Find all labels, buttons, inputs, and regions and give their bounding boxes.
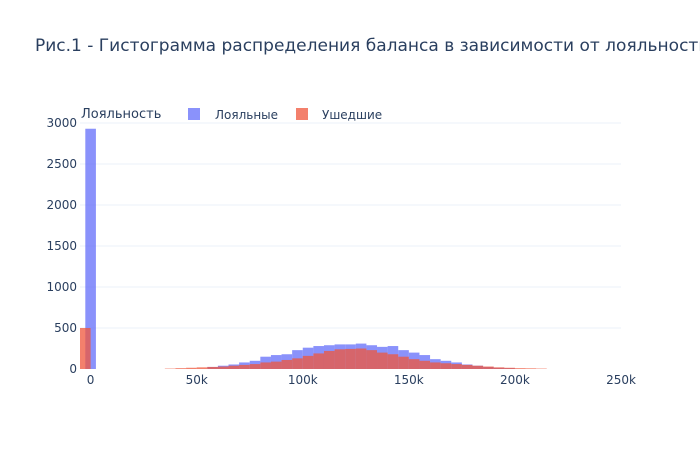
bar-churned (345, 348, 356, 369)
y-tick-label: 0 (69, 362, 77, 376)
legend-item-churned[interactable]: Ушедшие (296, 108, 382, 122)
x-tick-label: 0 (87, 373, 95, 387)
y-tick-label: 500 (54, 321, 77, 335)
bar-churned (366, 350, 378, 369)
bar-churned (398, 356, 409, 369)
bar-churned (313, 353, 324, 369)
y-tick-label: 1000 (46, 280, 77, 294)
bar-churned (239, 364, 250, 369)
bar-churned (281, 359, 293, 369)
bar-churned (408, 359, 420, 369)
bar-churned (249, 364, 261, 369)
bar-churned (525, 368, 537, 369)
bar-churned (217, 366, 229, 369)
legend-title: Лояльность (81, 107, 161, 122)
bar-churned (207, 366, 218, 369)
bar-churned (483, 366, 494, 369)
bar-churned (323, 350, 335, 369)
x-tick-label: 150k (394, 373, 424, 387)
bar-churned (355, 348, 367, 369)
gridlines (80, 122, 621, 329)
bar-churned (80, 328, 91, 369)
bar-churned (186, 367, 197, 369)
bar-churned (270, 361, 282, 369)
y-tick-label: 2500 (46, 157, 77, 171)
legend-label-churned: Ушедшие (322, 108, 382, 122)
legend-item-loyal[interactable]: Лояльные (188, 108, 278, 122)
bar-churned (451, 364, 462, 369)
bar-churned (514, 368, 526, 369)
y-tick-label: 2000 (46, 198, 77, 212)
legend-label-loyal: Лояльные (215, 108, 278, 122)
x-axis-ticks: 0 50k 100k 150k 200k 250k (87, 373, 636, 387)
bar-churned (292, 358, 303, 369)
x-tick-label: 100k (288, 373, 318, 387)
x-tick-label: 50k (186, 373, 208, 387)
bar-churned (387, 354, 399, 369)
y-tick-label: 1500 (46, 239, 77, 253)
legend-swatch-churned (296, 108, 308, 120)
bar-churned (175, 368, 187, 369)
bar-churned (334, 349, 346, 369)
legend: Лояльность Лояльные Ушедшие (81, 107, 382, 122)
bar-churned (430, 362, 441, 369)
bar-churned (260, 362, 271, 369)
bar-churned (196, 367, 208, 369)
legend-swatch-loyal (188, 108, 200, 120)
bar-churned (493, 367, 505, 369)
chart-title: Рис.1 - Гистограмма распределения баланс… (35, 36, 700, 56)
x-tick-label: 200k (500, 373, 530, 387)
bar-churned (419, 360, 431, 369)
y-tick-label: 3000 (46, 116, 77, 130)
y-axis-ticks: 0 500 1000 1500 2000 2500 3000 (46, 116, 77, 376)
bar-churned (440, 363, 452, 369)
bar-loyal (85, 128, 96, 369)
bar-churned (377, 352, 388, 369)
bar-churned (228, 365, 240, 369)
bar-churned (302, 355, 314, 369)
bar-churned (461, 364, 473, 369)
bars (80, 128, 547, 369)
x-tick-label: 250k (606, 373, 636, 387)
bar-churned (504, 367, 515, 369)
bar-churned (472, 365, 484, 369)
